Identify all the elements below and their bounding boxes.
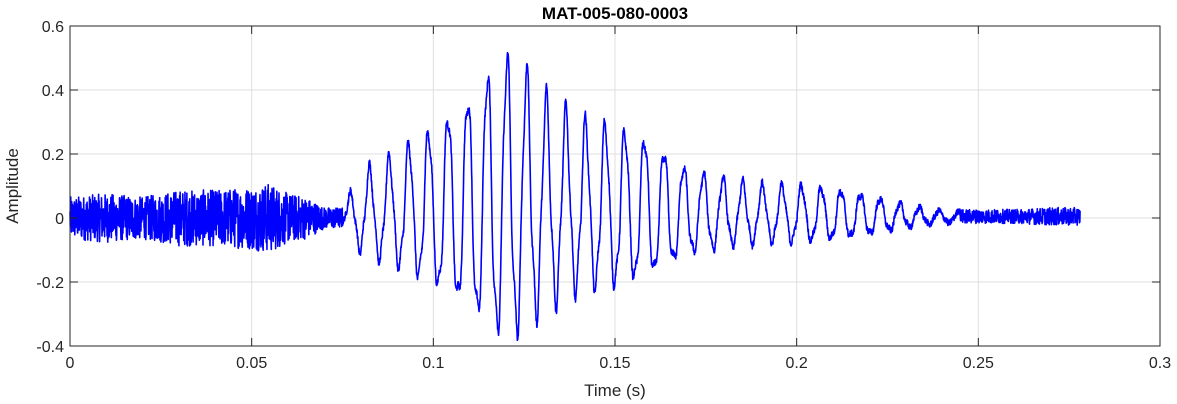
- x-tick-label: 0.2: [786, 355, 808, 372]
- y-tick-label: 0: [55, 211, 64, 228]
- chart-title: MAT-005-080-0003: [542, 4, 688, 23]
- x-tick-label: 0.15: [599, 355, 630, 372]
- x-axis-label: Time (s): [584, 381, 646, 400]
- y-tick-label: 0.6: [42, 19, 64, 36]
- y-tick-label: -0.4: [36, 339, 64, 356]
- x-tick-label: 0: [66, 355, 75, 372]
- x-tick-label: 0.25: [963, 355, 994, 372]
- signal-line: [69, 51, 1081, 342]
- y-axis-label: Amplitude: [3, 148, 22, 224]
- x-tick-label: 0.1: [422, 355, 444, 372]
- y-tick-label: 0.4: [42, 83, 64, 100]
- y-tick-label: 0.2: [42, 147, 64, 164]
- axis-ticks: 0 0.05 0.1 0.15 0.2 0.25 0.3 -0.4 -0.2 0 0.2 0.4 0.6: [36, 19, 1171, 372]
- x-tick-label: 0.3: [1149, 355, 1171, 372]
- data-series: [69, 51, 1081, 342]
- x-tick-label: 0.05: [236, 355, 267, 372]
- y-tick-label: -0.2: [36, 275, 64, 292]
